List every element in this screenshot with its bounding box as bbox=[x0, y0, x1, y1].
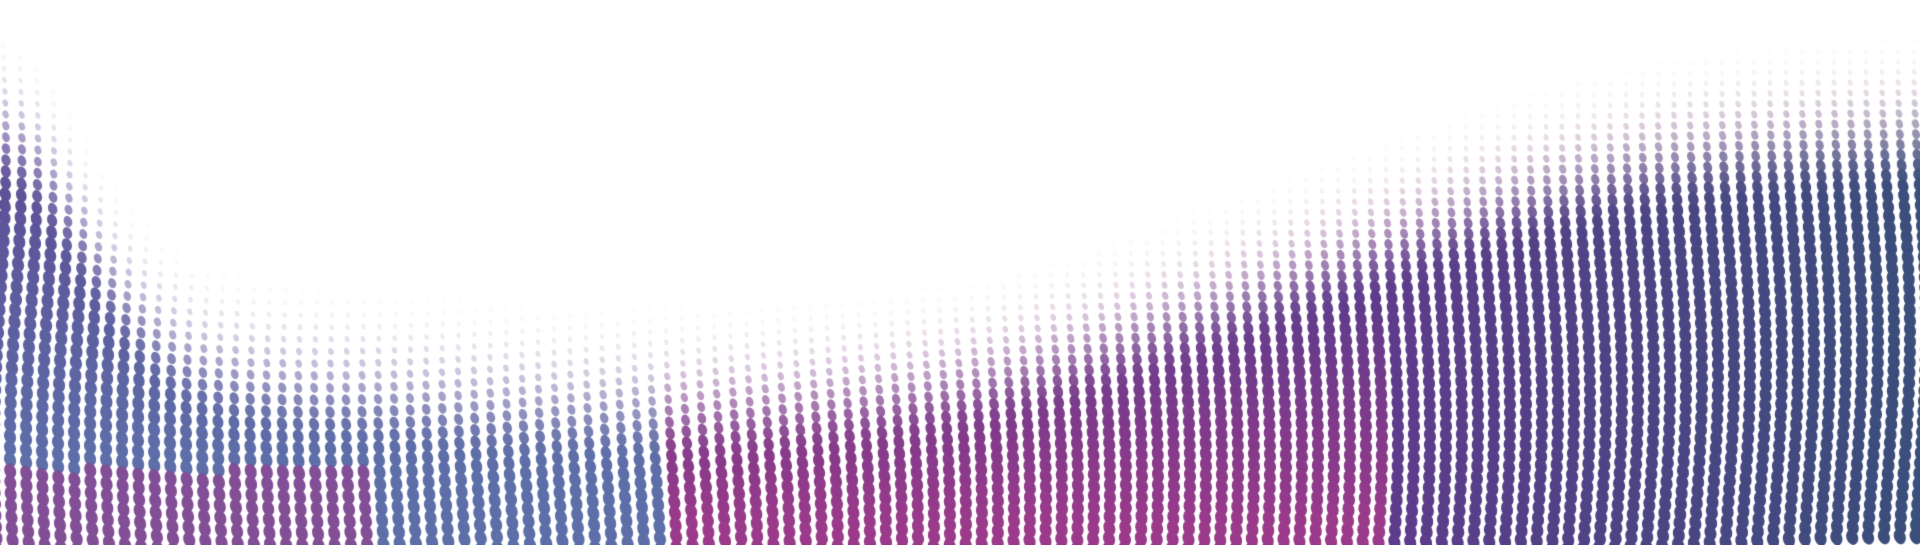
decorative-background bbox=[0, 0, 1920, 545]
halftone-wave-pattern bbox=[0, 0, 1920, 545]
